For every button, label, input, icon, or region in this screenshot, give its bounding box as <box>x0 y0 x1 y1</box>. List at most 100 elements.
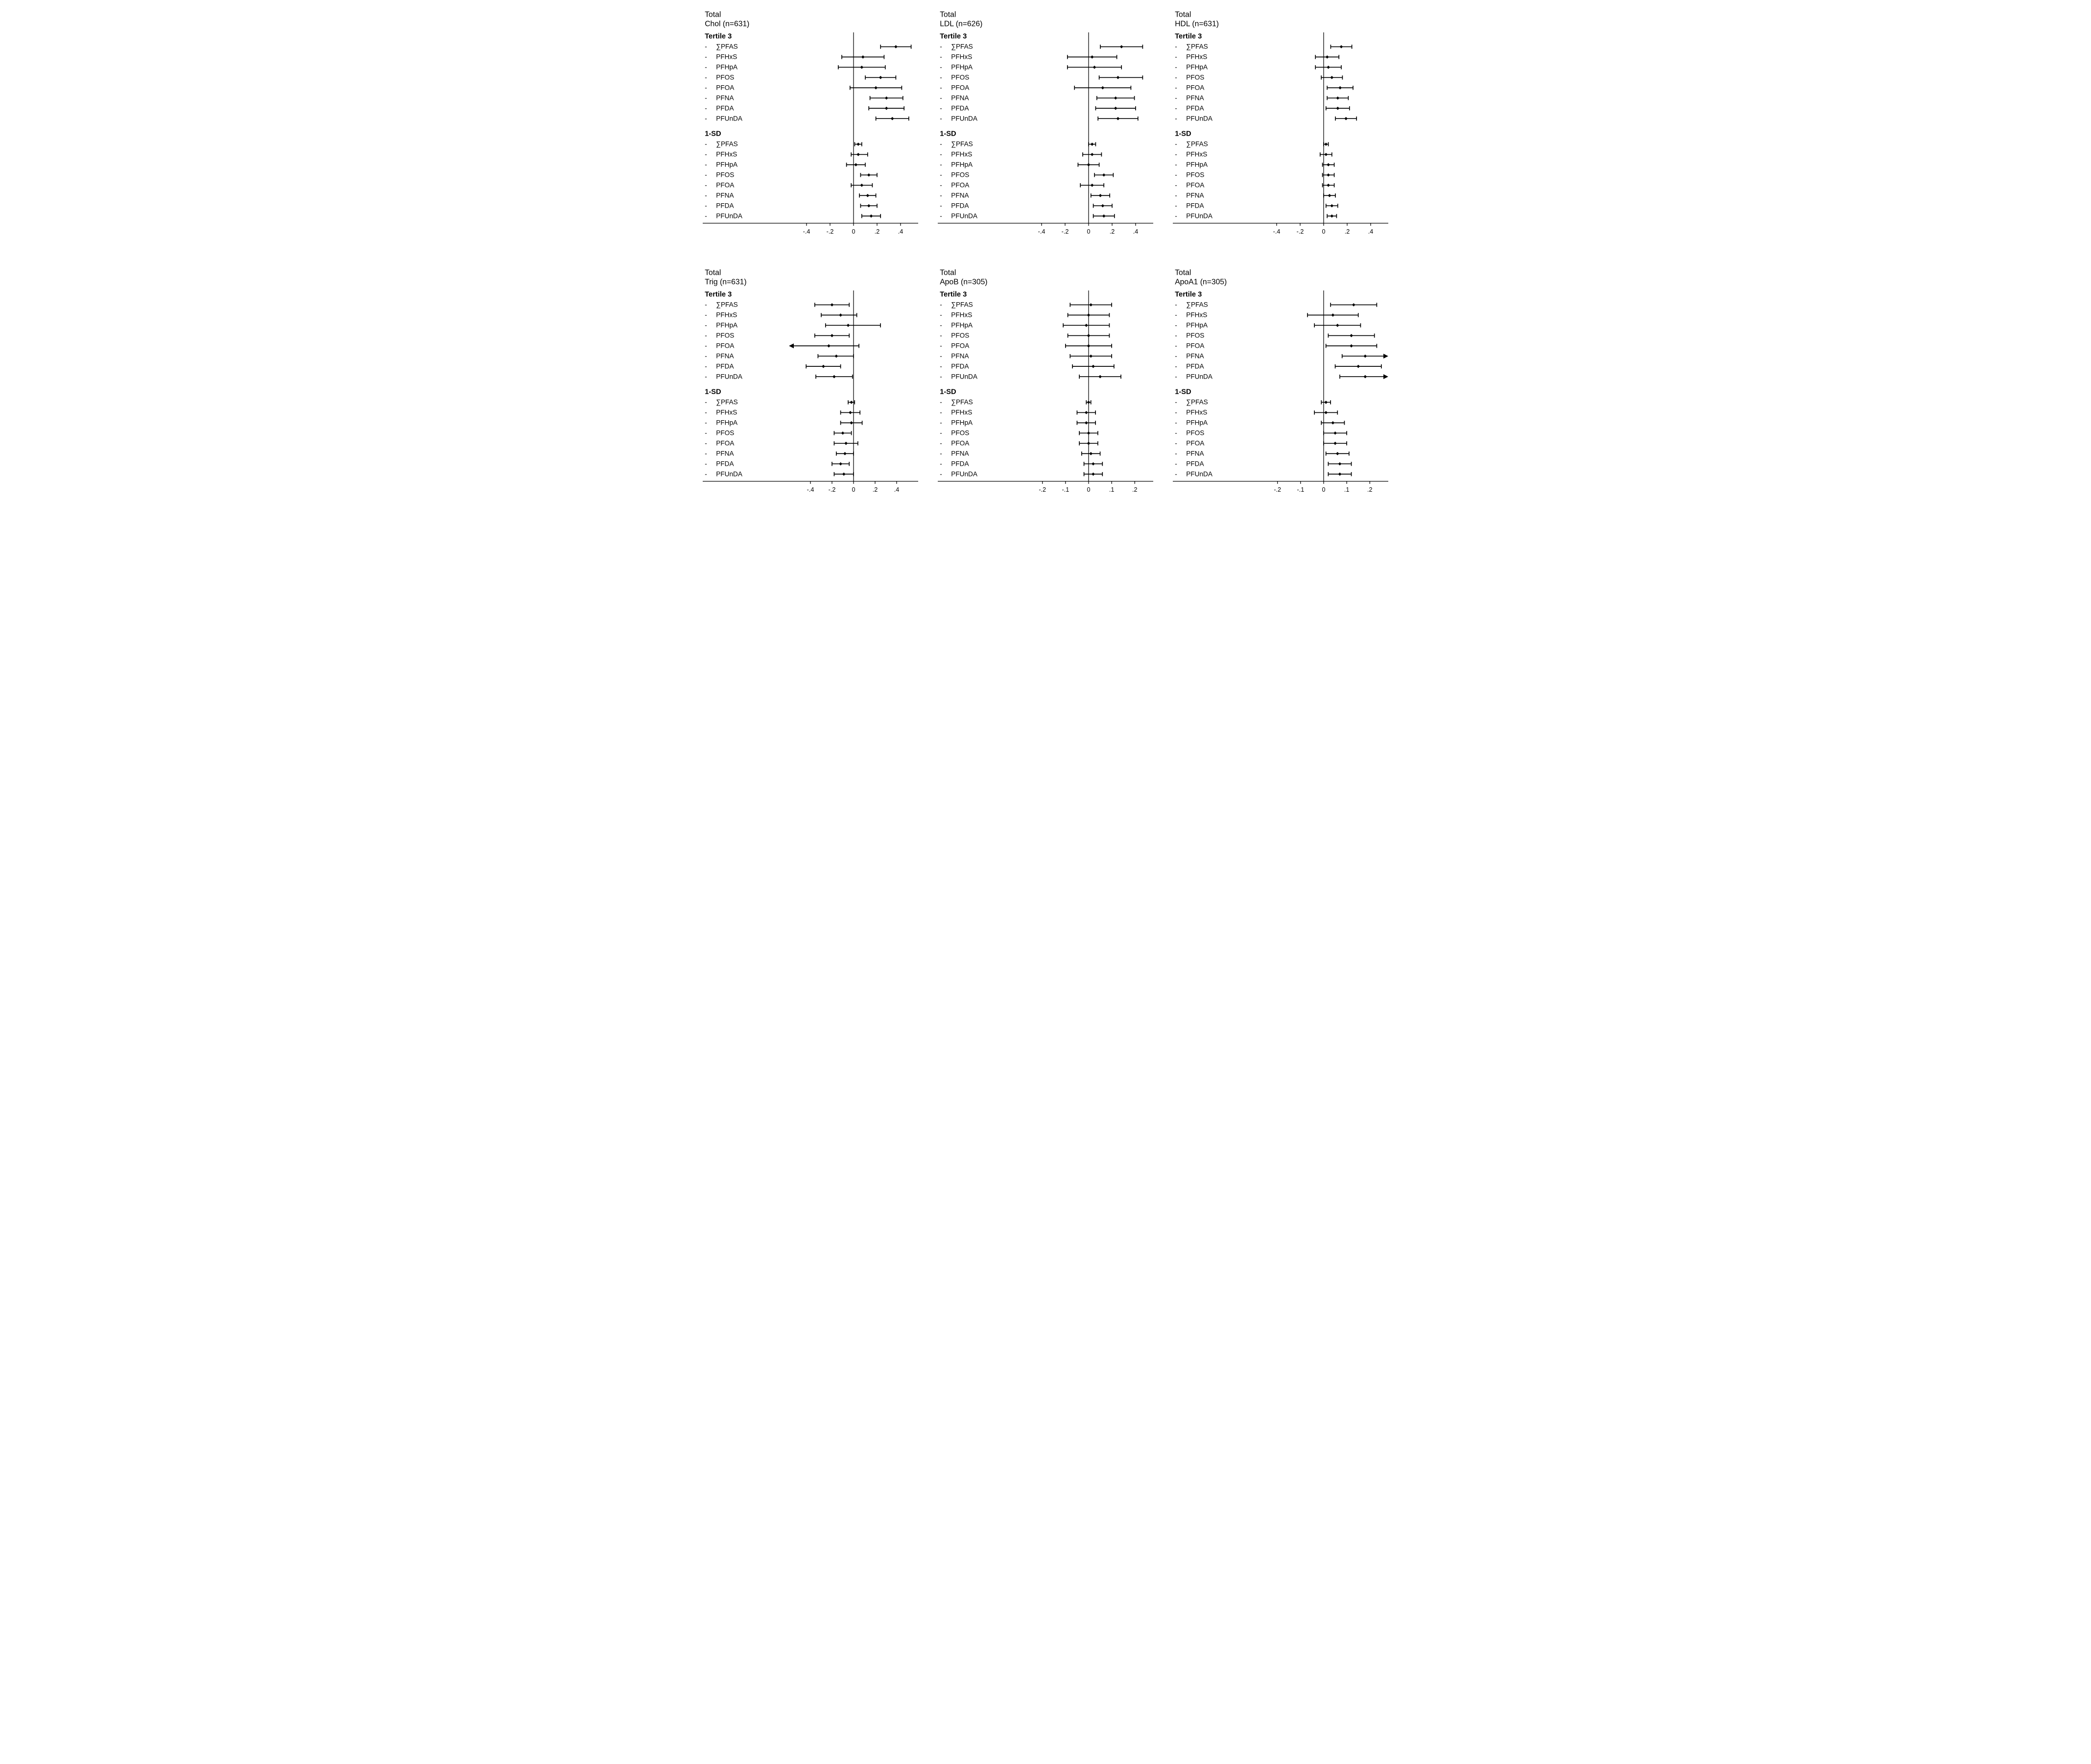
row-label: PFHpA <box>716 161 738 168</box>
group-header: 1-SD <box>940 130 956 138</box>
x-tick-label: .4 <box>1133 228 1138 235</box>
point-estimate <box>1324 153 1328 156</box>
group-header: Tertile 3 <box>1175 33 1202 41</box>
row-label: PFDA <box>716 104 734 112</box>
group-header: Tertile 3 <box>1175 291 1202 299</box>
row-label: PFHxS <box>951 53 972 61</box>
x-tick-label: -.1 <box>1297 486 1305 493</box>
point-estimate <box>850 401 853 404</box>
point-estimate <box>860 184 863 187</box>
row-bullet: - <box>1175 161 1177 168</box>
panel-title-line2: HDL (n=631) <box>1175 20 1219 28</box>
row-label: PFHpA <box>716 64 738 71</box>
row-bullet: - <box>1175 202 1177 209</box>
x-tick-label: -.2 <box>1274 486 1281 493</box>
panel-title-line1: Total <box>1175 269 1191 277</box>
row-label: ∑PFAS <box>716 43 738 50</box>
point-estimate <box>1114 96 1117 100</box>
row-bullet: - <box>1175 311 1177 319</box>
point-estimate <box>842 473 846 476</box>
point-estimate <box>894 45 898 48</box>
row-label: PFDA <box>716 202 734 209</box>
row-label: ∑PFAS <box>951 301 973 309</box>
row-label: PFOA <box>1186 342 1205 350</box>
row-label: PFHxS <box>716 151 737 158</box>
row-bullet: - <box>1175 73 1177 81</box>
row-label: PFOS <box>1186 429 1204 437</box>
point-estimate <box>1330 76 1333 79</box>
row-label: PFDA <box>951 104 969 112</box>
row-label: PFOA <box>951 181 970 189</box>
point-estimate <box>1089 303 1093 307</box>
point-estimate <box>860 66 863 69</box>
row-bullet: - <box>1175 212 1177 219</box>
point-estimate <box>1344 117 1348 120</box>
row-label: PFOS <box>716 429 734 437</box>
point-estimate <box>1093 66 1096 69</box>
point-estimate <box>839 462 842 466</box>
x-tick-label: .4 <box>894 486 899 493</box>
row-label: ∑PFAS <box>716 301 738 309</box>
row-bullet: - <box>705 409 707 416</box>
row-label: PFUnDA <box>1186 212 1213 219</box>
row-label: PFUnDA <box>1186 373 1213 381</box>
point-estimate <box>834 355 838 358</box>
row-label: PFOS <box>951 429 969 437</box>
group-header: 1-SD <box>1175 388 1191 396</box>
point-estimate <box>1091 184 1094 187</box>
row-label: PFOA <box>1186 84 1205 91</box>
row-label: PFUnDA <box>951 471 978 478</box>
point-estimate <box>1340 45 1343 48</box>
forest-panel: TotalHDL (n=631)Tertile 3-∑PFAS-PFHxS-PF… <box>1173 10 1388 238</box>
row-bullet: - <box>705 151 707 158</box>
point-estimate <box>831 334 834 337</box>
point-estimate <box>1338 473 1342 476</box>
row-bullet: - <box>940 191 942 199</box>
x-tick-label: .2 <box>1345 228 1350 235</box>
row-bullet: - <box>940 440 942 447</box>
row-label: PFHpA <box>1186 161 1208 168</box>
point-estimate <box>861 55 865 59</box>
row-label: ∑PFAS <box>716 399 738 406</box>
point-estimate <box>1338 462 1342 466</box>
point-estimate <box>885 107 888 110</box>
row-bullet: - <box>940 322 942 329</box>
row-bullet: - <box>705 322 707 329</box>
row-label: PFUnDA <box>716 115 743 122</box>
row-label: PFUnDA <box>1186 471 1213 478</box>
panel-title-line1: Total <box>1175 11 1191 19</box>
x-tick-label: .2 <box>1367 486 1372 493</box>
row-bullet: - <box>940 181 942 189</box>
x-tick-label: -.2 <box>1297 228 1304 235</box>
row-label: PFHpA <box>951 322 973 329</box>
row-bullet: - <box>1175 409 1177 416</box>
row-bullet: - <box>705 104 707 112</box>
point-estimate <box>870 215 873 218</box>
row-bullet: - <box>1175 115 1177 122</box>
point-estimate <box>1087 431 1091 435</box>
row-label: PFHxS <box>951 311 972 319</box>
point-estimate <box>832 375 836 379</box>
row-label: PFOA <box>1186 181 1205 189</box>
point-estimate <box>1333 442 1337 445</box>
point-estimate <box>849 411 852 414</box>
row-label: PFHpA <box>1186 64 1208 71</box>
row-label: PFOS <box>1186 332 1204 339</box>
row-label: PFDA <box>716 460 734 468</box>
point-estimate <box>1324 143 1328 146</box>
row-label: PFOS <box>951 73 969 81</box>
row-label: PFUnDA <box>1186 115 1213 122</box>
row-label: PFUnDA <box>951 373 978 381</box>
row-label: PFHxS <box>716 53 737 61</box>
panel-title-line2: LDL (n=626) <box>940 20 982 28</box>
row-label: PFOS <box>951 332 969 339</box>
point-estimate <box>1087 344 1091 348</box>
row-bullet: - <box>705 332 707 339</box>
point-estimate <box>1085 324 1088 327</box>
point-estimate <box>1324 411 1328 414</box>
row-label: PFHpA <box>951 64 973 71</box>
row-bullet: - <box>940 409 942 416</box>
row-label: ∑PFAS <box>716 141 738 148</box>
point-estimate <box>1114 107 1117 110</box>
row-bullet: - <box>940 171 942 179</box>
